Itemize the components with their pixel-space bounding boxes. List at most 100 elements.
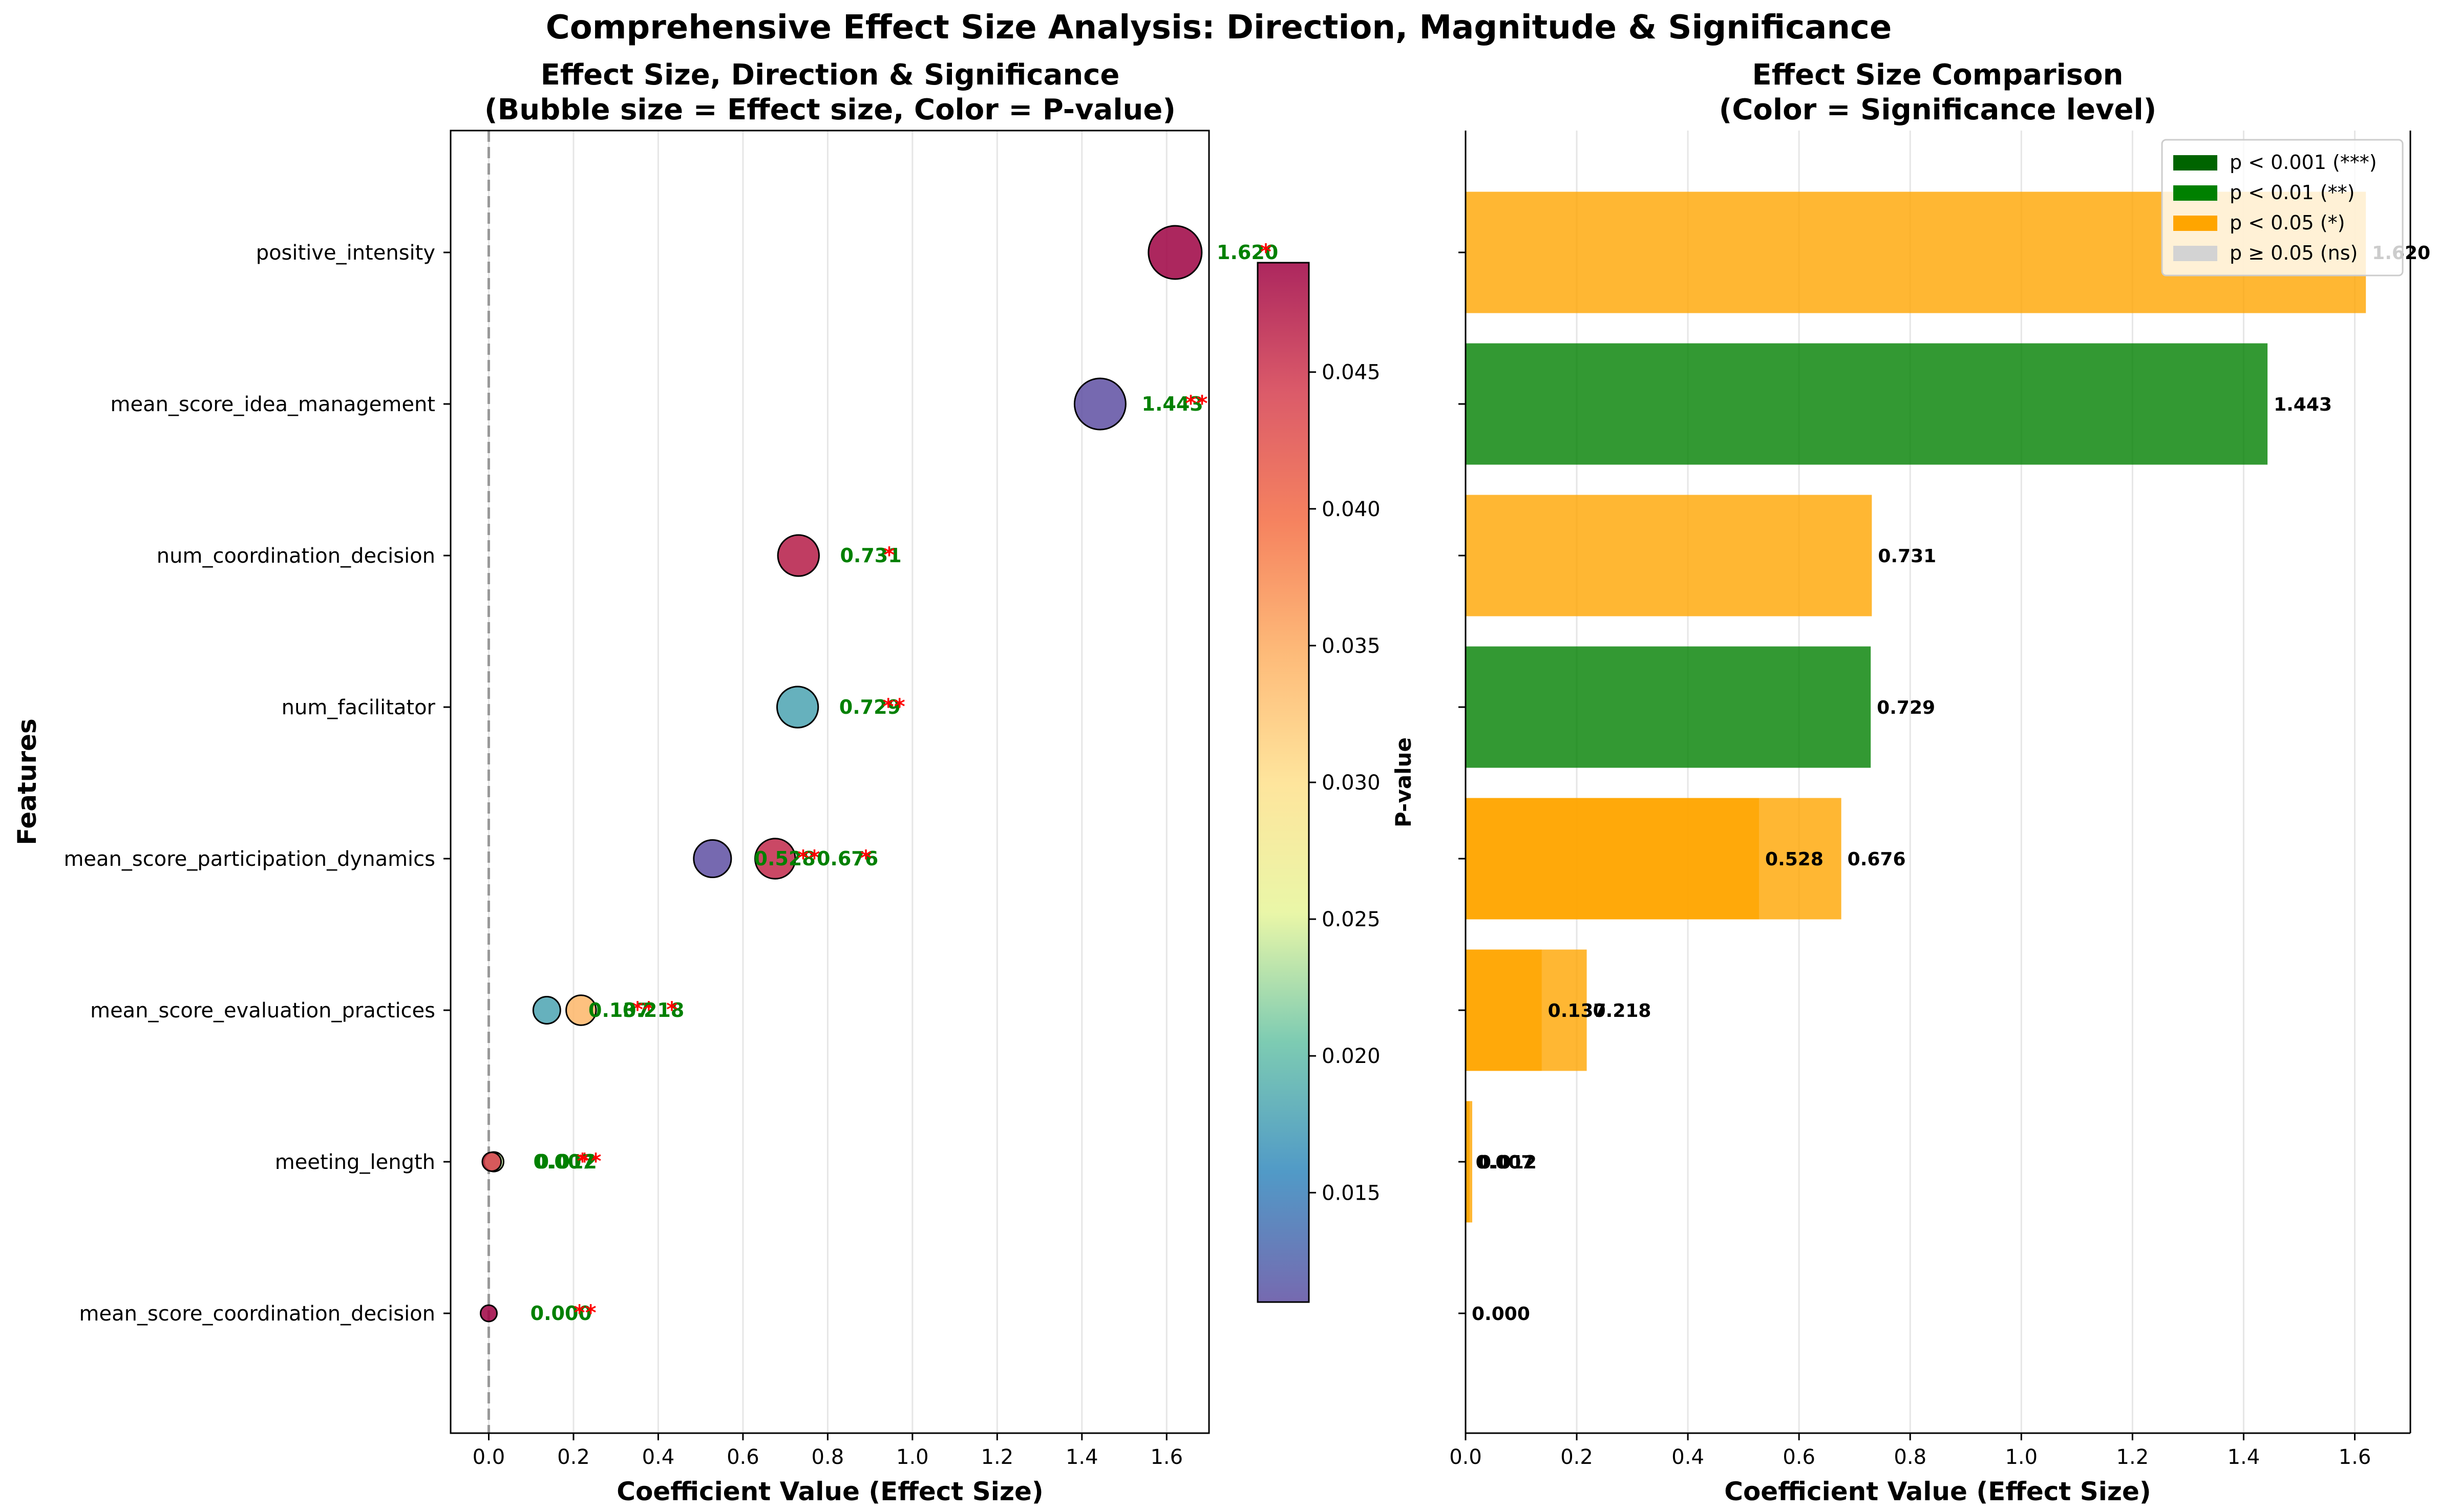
feature-tick-label: meeting_length xyxy=(275,1151,435,1174)
significance-stars: * xyxy=(883,542,895,567)
colorbar-tick-label: 0.020 xyxy=(1322,1045,1381,1068)
significance-stars: ** xyxy=(579,1148,602,1174)
colorbar-ticks: 0.015 0.020 0.025 0.030 0.035 0.040 0.045 xyxy=(1309,361,1381,1205)
significance-stars: ** xyxy=(798,845,820,870)
bubble-x-tick-label: 0.8 xyxy=(812,1445,844,1469)
bar-value-label: 0.137 xyxy=(1548,1000,1606,1021)
bar-chart-panel: Effect Size Comparison (Color = Signific… xyxy=(1449,58,2430,1506)
feature-tick-label: num_facilitator xyxy=(282,696,436,719)
bubble-value-label: 0.731 xyxy=(840,544,901,567)
legend-label: p ≥ 0.05 (ns) xyxy=(2230,242,2358,264)
effect-size-bar xyxy=(1466,949,1542,1071)
bar-value-label: 1.443 xyxy=(2274,394,2332,415)
significance-stars: ** xyxy=(632,997,654,1022)
bar-x-tick-label: 0.6 xyxy=(1783,1445,1815,1469)
bubble-point xyxy=(1148,225,1203,280)
bar-x-tick-label: 1.2 xyxy=(2116,1445,2149,1469)
bar-value-label: 0.012 xyxy=(1478,1152,1537,1173)
bubble-chart-title-line1: Effect Size, Direction & Significance xyxy=(541,58,1120,92)
significance-stars: * xyxy=(666,997,677,1022)
bubble-value-label: 0.137 xyxy=(588,999,650,1021)
bar-value-label: 0.007 xyxy=(1476,1152,1534,1173)
legend-label: p < 0.05 (*) xyxy=(2230,211,2345,234)
bubble-chart-title-line2: (Bubble size = Effect size, Color = P-va… xyxy=(484,93,1176,126)
p-value-colorbar: 0.015 0.020 0.025 0.030 0.035 0.040 0.045 P-va… xyxy=(1257,262,1416,1303)
significance-stars: * xyxy=(577,1148,588,1174)
effect-size-bar xyxy=(1466,495,1872,616)
bubble-value-label: 0.729 xyxy=(839,696,901,718)
bubble-chart-gridlines xyxy=(487,131,1168,1433)
bar-x-tick-label: 0.8 xyxy=(1894,1445,1926,1469)
bubble-value-label: 1.443 xyxy=(1142,393,1203,415)
colorbar-label: P-value xyxy=(1391,737,1416,827)
bubble-point xyxy=(1073,377,1127,431)
effect-size-bar xyxy=(1466,1101,1470,1223)
bubble-x-tick-label: 0.2 xyxy=(557,1445,590,1469)
bubble-x-tick-label: 0.4 xyxy=(642,1445,675,1469)
bar-y-axis-ticks xyxy=(1458,251,1466,1314)
legend-swatch xyxy=(2173,246,2217,261)
figure-title: Comprehensive Effect Size Analysis: Dire… xyxy=(546,9,1892,47)
significance-stars: * xyxy=(860,845,872,870)
colorbar-tick-label: 0.035 xyxy=(1322,634,1381,658)
feature-tick-label: mean_score_participation_dynamics xyxy=(63,847,435,871)
bar-chart-title-line2: (Color = Significance level) xyxy=(1719,93,2157,126)
effect-size-bar xyxy=(1466,798,1759,920)
bar-value-label: 0.731 xyxy=(1878,546,1936,567)
feature-tick-label: mean_score_coordination_decision xyxy=(79,1302,435,1326)
bubble-point xyxy=(693,839,732,879)
feature-tick-label: mean_score_evaluation_practices xyxy=(90,999,435,1023)
colorbar-tick-label: 0.045 xyxy=(1322,361,1381,385)
bubble-value-label: 1.620 xyxy=(1217,241,1278,264)
bar-chart-gridlines xyxy=(1465,131,2356,1433)
legend-label: p < 0.01 (**) xyxy=(2230,181,2355,204)
legend-swatch xyxy=(2173,185,2217,201)
bar-x-tick-label: 1.4 xyxy=(2228,1445,2260,1469)
legend-box xyxy=(2161,139,2404,276)
bar-chart-axes xyxy=(1465,131,2411,1434)
significance-legend: p < 0.001 (***) p < 0.01 (**) p < 0.05 (*)… xyxy=(2161,139,2404,276)
bar-value-label: 0.729 xyxy=(1877,697,1935,718)
feature-axis-label: Features xyxy=(12,718,42,845)
bubble-point xyxy=(776,686,819,729)
feature-tick-label: mean_score_idea_management xyxy=(111,393,436,416)
bubble-value-label: 0.676 xyxy=(817,847,878,870)
bubble-point xyxy=(532,996,561,1025)
bubble-point xyxy=(565,994,597,1026)
bubble-value-label: 0.012 xyxy=(536,1151,597,1173)
bubble-x-tick-label: 1.4 xyxy=(1066,1445,1098,1469)
bubble-x-axis-ticks: 0.0 0.2 0.4 0.6 0.8 1.0 1.2 1.4 1.6 xyxy=(473,1433,1183,1469)
colorbar-tick-label: 0.040 xyxy=(1322,498,1381,521)
bubble-points xyxy=(479,225,1203,1323)
bar-x-axis-label: Coefficient Value (Effect Size) xyxy=(1724,1477,2151,1506)
bubble-x-tick-label: 1.2 xyxy=(981,1445,1014,1469)
colorbar-tick-label: 0.015 xyxy=(1322,1181,1381,1205)
effect-size-bar xyxy=(1466,343,2268,465)
bubble-chart-panel: Effect Size, Direction & Significance (B… xyxy=(12,58,1278,1506)
bar-value-label: 0.000 xyxy=(1472,1304,1530,1325)
bubble-point xyxy=(754,838,796,880)
bar-value-label: 0.528 xyxy=(1765,849,1824,870)
bar-x-tick-label: 1.0 xyxy=(2005,1445,2038,1469)
effect-size-bars xyxy=(1466,191,2366,1223)
bar-chart-title-line1: Effect Size Comparison xyxy=(1752,58,2124,92)
bar-value-label: 0.676 xyxy=(1848,849,1906,870)
bar-x-tick-label: 1.6 xyxy=(2339,1445,2371,1469)
colorbar-tick-label: 0.025 xyxy=(1322,908,1381,931)
bubble-point xyxy=(777,534,820,577)
legend-label: p < 0.001 (***) xyxy=(2230,151,2377,174)
bubble-value-label: 0.218 xyxy=(623,999,684,1021)
feature-tick-label: positive_intensity xyxy=(256,241,435,265)
bubble-value-label: 0.000 xyxy=(531,1302,592,1325)
bar-x-axis-ticks: 0.0 0.2 0.4 0.6 0.8 1.0 1.2 1.4 1.6 xyxy=(1449,1433,2371,1469)
bubble-x-tick-label: 0.0 xyxy=(473,1445,505,1469)
colorbar-tick-label: 0.030 xyxy=(1322,771,1381,795)
bar-x-tick-label: 0.4 xyxy=(1671,1445,1704,1469)
bar-x-tick-label: 0.0 xyxy=(1449,1445,1482,1469)
bubble-value-label: 0.007 xyxy=(533,1151,595,1173)
bubble-value-label: 0.528 xyxy=(754,847,816,870)
feature-tick-label: num_coordination_decision xyxy=(157,544,435,568)
significance-stars: * xyxy=(1260,239,1271,264)
bubble-value-labels: 1.620*1.443**0.731*0.729**0.528**0.676*0… xyxy=(531,239,1279,1325)
